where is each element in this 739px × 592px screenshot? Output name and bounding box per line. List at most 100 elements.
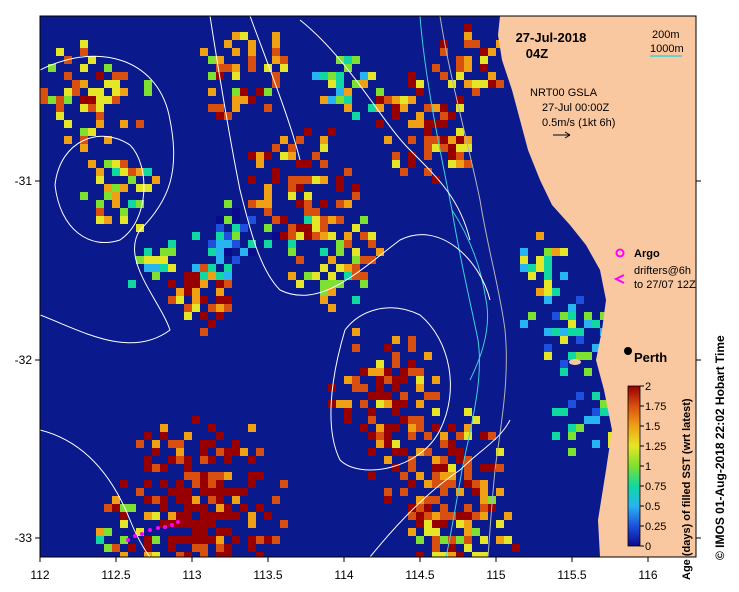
sst-cell — [392, 160, 400, 168]
sst-cell — [296, 256, 304, 264]
sst-cell — [392, 336, 400, 344]
sst-cell — [240, 504, 248, 512]
sst-cell — [496, 464, 504, 472]
sst-cell — [216, 248, 224, 256]
sst-cell — [56, 48, 64, 56]
sst-cell — [488, 72, 496, 80]
sst-cell — [96, 88, 104, 96]
sst-cell — [496, 520, 504, 528]
sst-cell — [176, 448, 184, 456]
sst-cell — [576, 296, 584, 304]
sst-cell — [560, 336, 568, 344]
sst-cell — [568, 304, 576, 312]
sst-cell — [424, 120, 432, 128]
sst-cell — [192, 232, 200, 240]
sst-cell — [144, 544, 152, 552]
sst-cell — [560, 248, 568, 256]
sst-cell — [208, 304, 216, 312]
sst-cell — [464, 424, 472, 432]
sst-cell — [200, 504, 208, 512]
sst-cell — [352, 344, 360, 352]
sst-cell — [256, 160, 264, 168]
sst-cell — [600, 408, 608, 416]
sst-cell — [592, 392, 600, 400]
sst-cell — [448, 160, 456, 168]
sst-cell — [344, 96, 352, 104]
sst-cell — [432, 376, 440, 384]
sst-cell — [128, 504, 136, 512]
sst-cell — [296, 184, 304, 192]
sst-cell — [192, 288, 200, 296]
sst-cell — [384, 96, 392, 104]
sst-cell — [440, 552, 448, 557]
sst-cell — [168, 544, 176, 552]
sst-cell — [416, 424, 424, 432]
sst-cell — [208, 272, 216, 280]
sst-cell — [272, 536, 280, 544]
sst-cell — [432, 536, 440, 544]
sst-cell — [464, 160, 472, 168]
sst-cell — [144, 536, 152, 544]
sst-cell — [448, 552, 456, 557]
sst-cell — [104, 504, 112, 512]
sst-cell — [168, 280, 176, 288]
sst-cell — [216, 544, 224, 552]
sst-cell — [120, 512, 128, 520]
sst-cell — [288, 224, 296, 232]
sst-cell — [544, 264, 552, 272]
contour-legend-200m: 200m — [652, 29, 680, 41]
sst-cell — [304, 160, 312, 168]
sst-cell — [592, 408, 600, 416]
sst-cell — [344, 416, 352, 424]
sst-cell — [480, 552, 488, 557]
sst-cell — [200, 544, 208, 552]
sst-cell — [472, 88, 480, 96]
sst-cell — [296, 280, 304, 288]
sst-cell — [216, 432, 224, 440]
sst-cell — [224, 216, 232, 224]
sst-cell — [392, 152, 400, 160]
sst-cell — [128, 200, 136, 208]
sst-cell — [432, 464, 440, 472]
sst-cell — [432, 496, 440, 504]
sst-cell — [272, 168, 280, 176]
sst-cell — [360, 400, 368, 408]
sst-cell — [576, 336, 584, 344]
sst-cell — [344, 64, 352, 72]
sst-cell — [104, 96, 112, 104]
sst-cell — [576, 328, 584, 336]
sst-cell — [368, 392, 376, 400]
sst-cell — [184, 288, 192, 296]
sst-cell — [496, 80, 504, 88]
sst-cell — [584, 320, 592, 328]
sst-cell — [464, 56, 472, 64]
sst-cell — [96, 208, 104, 216]
sst-cell — [584, 416, 592, 424]
vector-scale-label: 0.5m/s (1kt 6h) — [542, 117, 615, 129]
sst-cell — [304, 224, 312, 232]
sst-cell — [248, 480, 256, 488]
sst-cell — [336, 200, 344, 208]
sst-cell — [472, 40, 480, 48]
sst-cell — [184, 488, 192, 496]
sst-cell — [288, 144, 296, 152]
sst-cell — [408, 432, 416, 440]
sst-cell — [80, 144, 88, 152]
sst-cell — [352, 384, 360, 392]
sst-cell — [176, 520, 184, 528]
sst-cell — [272, 80, 280, 88]
sst-cell — [384, 496, 392, 504]
sst-cell — [408, 512, 416, 520]
sst-cell — [464, 512, 472, 520]
sst-cell — [392, 408, 400, 416]
sst-cell — [504, 536, 512, 544]
y-axis: -31 -32 -33 — [15, 174, 701, 545]
sst-cell — [416, 400, 424, 408]
sst-cell — [392, 464, 400, 472]
sst-cell — [424, 136, 432, 144]
sst-cell — [384, 136, 392, 144]
sst-cell — [328, 80, 336, 88]
sst-cell — [200, 528, 208, 536]
sst-cell — [128, 176, 136, 184]
sst-cell — [288, 184, 296, 192]
